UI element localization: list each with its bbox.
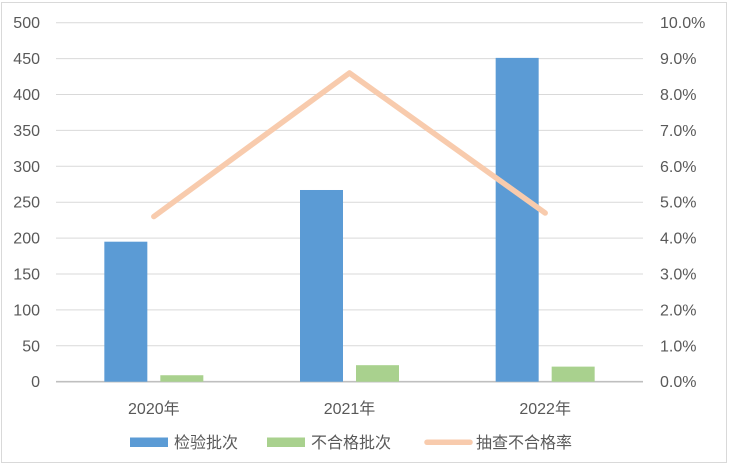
x-axis-label: 2021年: [324, 400, 376, 418]
x-axis-label: 2020年: [128, 400, 180, 418]
left-axis-tick-label: 50: [22, 338, 40, 355]
left-axis-tick-label: 350: [13, 123, 40, 140]
left-axis-tick-label: 200: [13, 231, 40, 248]
bar-inspection-batches: [300, 189, 343, 382]
left-axis-tick-label: 150: [13, 267, 40, 284]
bar-failed-batches: [551, 366, 595, 382]
chart-border: [1, 2, 727, 463]
x-axis-label: 2022年: [519, 400, 571, 418]
right-axis-tick-label: 1.0%: [660, 338, 696, 355]
legend-label-failed-batches: 不合格批次: [311, 434, 391, 452]
legend-label-sampling-failure-rate: 抽查不合格率: [476, 434, 572, 452]
right-axis-tick-label: 3.0%: [660, 267, 696, 284]
left-axis-tick-label: 500: [13, 15, 40, 32]
bar-failed-batches: [160, 375, 204, 382]
right-axis-tick-label: 7.0%: [660, 123, 696, 140]
right-axis-tick-label: 2.0%: [660, 302, 696, 319]
right-axis-tick-label: 6.0%: [660, 159, 696, 176]
left-axis-tick-label: 100: [13, 302, 40, 319]
legend-label-inspection-batches: 检验批次: [174, 434, 238, 452]
right-axis-tick-label: 4.0%: [660, 231, 696, 248]
bar-failed-batches: [356, 365, 399, 382]
left-axis-tick-label: 300: [13, 159, 40, 176]
left-axis-tick-label: 250: [13, 195, 40, 212]
legend-swatch-inspection-batches: [130, 437, 168, 447]
legend-swatch-failed-batches: [267, 437, 305, 447]
bar-inspection-batches: [104, 241, 148, 382]
right-axis-tick-label: 8.0%: [660, 87, 696, 104]
right-axis-tick-label: 0.0%: [660, 374, 696, 391]
right-axis-tick-label: 9.0%: [660, 51, 696, 68]
right-axis-tick-label: 5.0%: [660, 195, 696, 212]
left-axis-tick-label: 400: [13, 87, 40, 104]
left-axis-tick-label: 450: [13, 51, 40, 68]
line-sampling-failure-rate: [151, 70, 548, 220]
bar-inspection-batches: [495, 57, 539, 382]
right-axis-tick-label: 10.0%: [660, 15, 705, 32]
left-axis-tick-label: 0: [31, 374, 40, 391]
